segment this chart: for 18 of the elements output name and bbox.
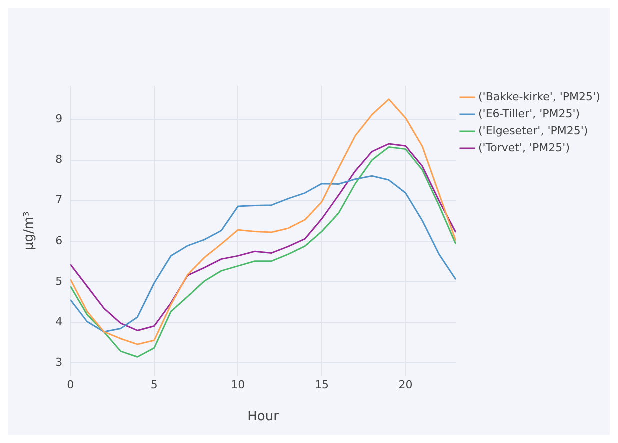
y-tick-label: 9 <box>56 112 63 126</box>
legend-label: ('Torvet', 'PM25') <box>478 141 570 154</box>
y-tick-label: 3 <box>56 356 63 370</box>
y-tick-label: 5 <box>56 274 63 288</box>
x-tick-label: 20 <box>398 378 413 392</box>
legend-label: ('E6-Tiller', 'PM25') <box>478 107 580 120</box>
y-tick-label: 6 <box>56 234 63 248</box>
x-tick-label: 10 <box>231 378 246 392</box>
y-tick-label: 4 <box>56 315 63 328</box>
legend-label: ('Elgeseter', 'PM25') <box>478 124 588 138</box>
y-tick-label: 8 <box>56 153 63 166</box>
x-axis-title: Hour <box>248 410 280 425</box>
x-tick-label: 5 <box>150 378 158 392</box>
legend-label: ('Bakke-kirke', 'PM25') <box>478 90 600 104</box>
y-axis-title: μg/m³ <box>22 212 38 250</box>
x-tick-label: 15 <box>314 378 329 392</box>
y-tick-label: 7 <box>56 194 63 207</box>
x-tick-label: 0 <box>67 378 74 392</box>
